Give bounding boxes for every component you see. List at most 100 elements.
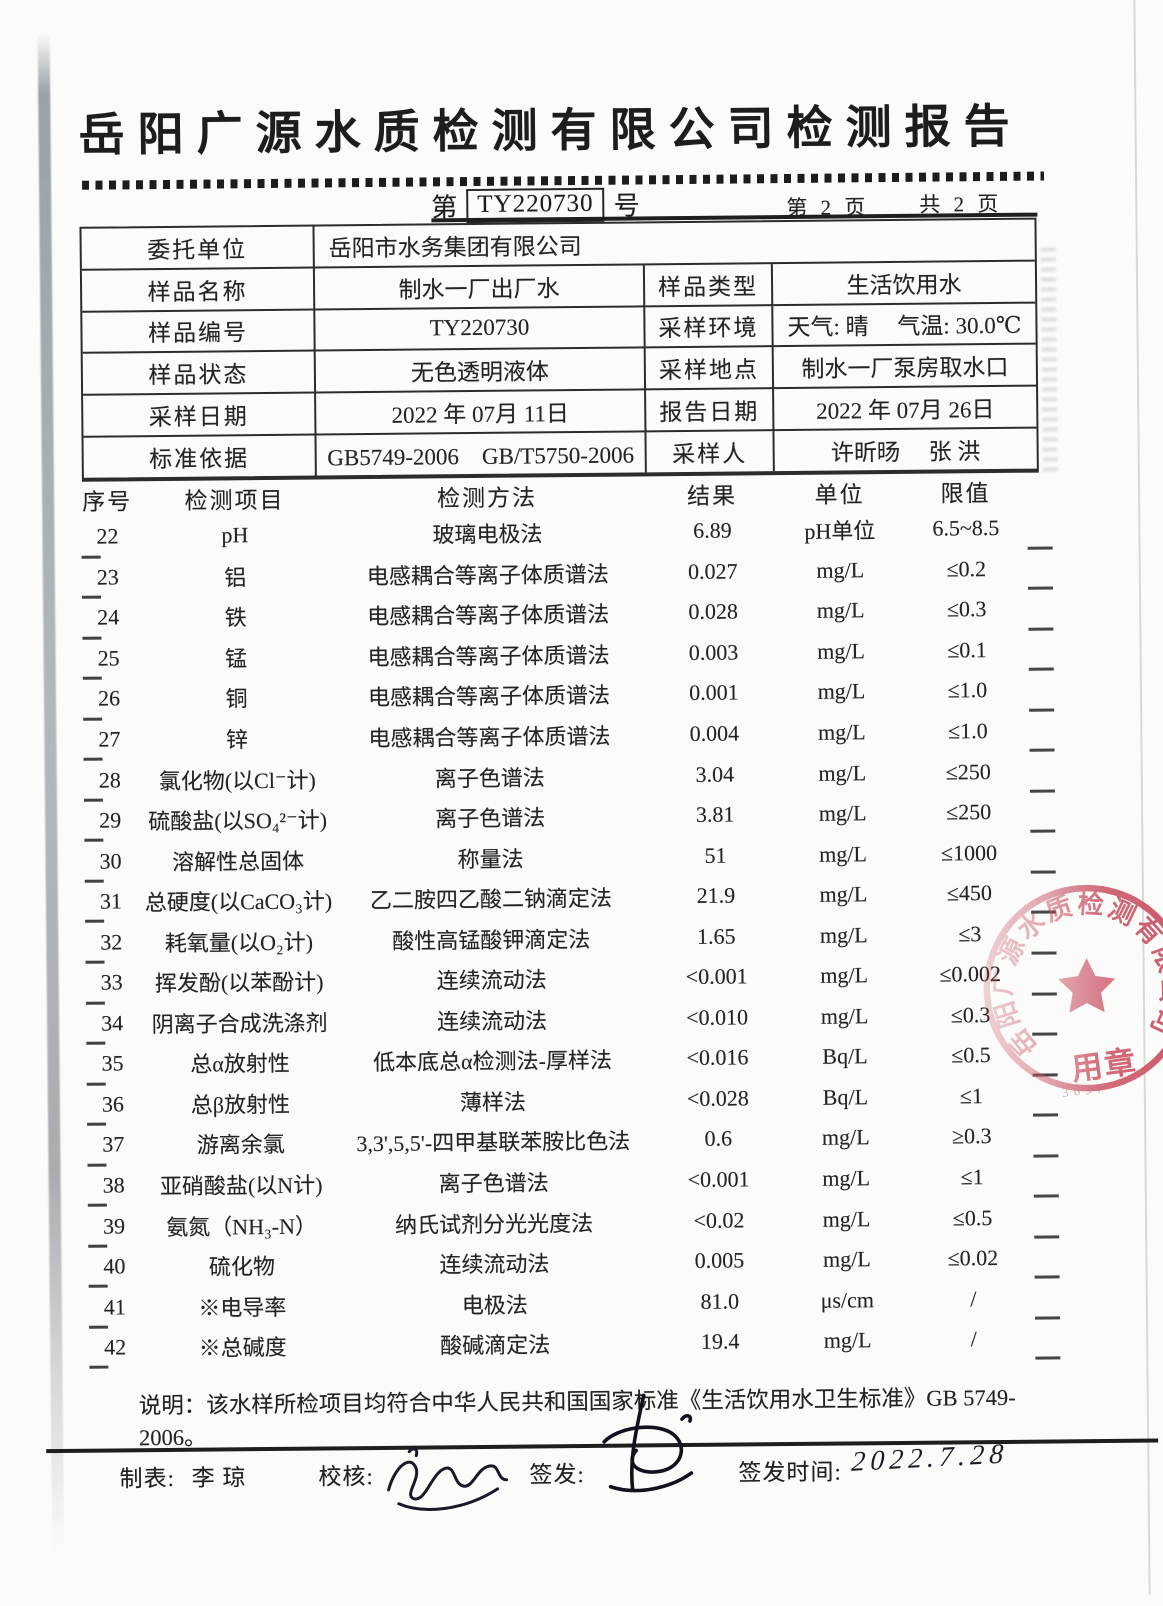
result-method: 酸碱滴定法 [440,1332,551,1359]
issuer-signature [602,1393,694,1493]
result-item: 总β放射性 [190,1091,291,1118]
prepared-label: 制表: [119,1465,176,1492]
result-method: 电感耦合等离子体质谱法 [367,683,611,711]
result-value: 0.003 [688,639,739,665]
result-item: 铜 [225,686,248,712]
result-unit: mg/L [817,638,866,664]
result-value: 21.9 [696,882,736,909]
result-value: 81.0 [700,1288,740,1314]
client-label: 委托单位 [81,226,315,271]
results-table-body: 22 pH 玻璃电极法 6.89 pH单位 6.5~8.5 23 铝 电感耦合等… [82,508,1047,1369]
result-seq: 40 [103,1253,126,1279]
result-seq: 30 [99,848,122,874]
sample-no-label: 样品编号 [82,310,316,355]
result-item: 锰 [224,646,248,672]
report-date-value: 2022 年 07月 26日 [774,386,1037,432]
result-unit: Bq/L [822,1043,868,1070]
result-method: 3,3',5,5'-四甲基联苯胺比色法 [356,1129,631,1157]
result-unit: mg/L [816,557,865,583]
result-item: ※电导率 [198,1294,287,1321]
result-value: 3.04 [695,761,735,787]
stamp-star-icon [1058,958,1116,1013]
sample-name-label: 样品名称 [81,268,316,313]
sampling-env-value: 天气: 晴 气温: 30.0℃ [773,303,1036,348]
result-item: 溶解性总固体 [171,848,305,875]
sample-state-label: 样品状态 [82,351,317,396]
result-unit: mg/L [819,881,868,907]
result-value: 0.6 [704,1126,733,1152]
result-item: 总α放射性 [190,1051,290,1078]
scanner-left-edge-shadow [37,33,65,1554]
result-item: 硫酸盐(以SO₄²⁻计) [148,807,328,835]
result-limit: / [970,1326,977,1352]
result-limit: ≥0.3 [951,1123,992,1149]
sample-no-value: TY220730 [315,306,646,352]
ink-bleed-artifact [1040,247,1058,473]
result-unit: mg/L [817,719,866,745]
result-limit: ≤1.0 [947,677,988,703]
result-seq: 31 [99,888,123,914]
reviewed-label: 校核: [318,1464,374,1490]
result-item: 铁 [224,605,247,631]
result-method: 玻璃电极法 [432,521,543,548]
sampling-env-label: 采样环境 [645,305,774,349]
result-value: 3.81 [695,801,735,827]
reviewer-signature [387,1447,509,1511]
result-seq: 28 [98,766,121,793]
result-limit: ≤250 [945,799,992,825]
result-unit: mg/L [819,840,867,867]
result-limit: 6.5~8.5 [932,515,1000,541]
result-seq: 32 [100,929,123,955]
result-limit: ≤0.02 [947,1245,999,1271]
sample-type-label: 样品类型 [644,263,774,307]
result-seq: 39 [102,1212,126,1239]
result-method: 乙二胺四乙酸二钠滴定法 [369,885,613,914]
result-method: 离子色谱法 [438,1170,549,1197]
result-unit: mg/L [819,921,868,948]
result-value: 0.004 [689,720,740,746]
report-title: 岳阳广源水质检测有限公司检测报告 [78,100,1023,161]
result-seq: 34 [100,1010,124,1036]
sampler-value: 许昕旸 张 洪 [830,439,981,466]
result-method: 薄样法 [459,1089,527,1116]
company-seal-stamp: 岳阳广源水质检测有限公司 用章 3697 [976,874,1163,1106]
result-seq: 37 [102,1131,125,1158]
result-limit: ≤0.2 [946,555,987,582]
result-method: 电感耦合等离子体质谱法 [367,602,610,630]
result-limit: ≤0.3 [946,596,987,622]
result-method: 电感耦合等离子体质谱法 [368,723,611,752]
result-value: <0.010 [686,1004,749,1030]
result-row: 42 ※总碱度 酸碱滴定法 19.4 mg/L / [90,1318,1047,1368]
result-value: 0.001 [689,679,739,706]
result-limit: / [970,1285,977,1311]
result-item: 游离余氯 [196,1132,285,1159]
sample-type-value: 生活饮用水 [772,261,1036,306]
result-unit: mg/L [821,1124,870,1151]
result-seq: 27 [98,726,121,752]
result-unit: μs/cm [820,1286,875,1313]
result-unit: mg/L [822,1165,871,1191]
result-unit: mg/L [822,1205,871,1232]
result-method: 离子色谱法 [434,764,545,791]
result-method: 连续流动法 [436,1008,548,1035]
result-unit: Bq/L [822,1084,869,1110]
prepared-by: 制表: 李 琼 [119,1458,246,1493]
result-method: 电极法 [461,1292,528,1318]
result-seq: 33 [100,969,123,995]
result-method: 称量法 [457,846,524,872]
sampling-date-value: 2022 年 07月 11日 [316,390,647,436]
sample-name-value: 制水一厂出厂水 [314,265,646,311]
result-value: 0.005 [694,1247,745,1274]
result-item: 硫化物 [208,1254,276,1280]
sampler-label: 采样人 [646,431,775,473]
sampling-site-value: 制水一厂泵房取水口 [773,345,1037,390]
result-value: 0.028 [688,598,739,625]
standard-value: GB5749-2006 GB/T5750-2006 [316,432,647,476]
result-item: 氯化物(以Cl⁻计) [158,767,316,794]
result-value: 6.89 [693,517,732,544]
result-item: 铝 [224,565,247,591]
stamp-inner-text: 用章 [1069,1044,1139,1087]
sample-state-value: 无色透明液体 [315,348,647,394]
